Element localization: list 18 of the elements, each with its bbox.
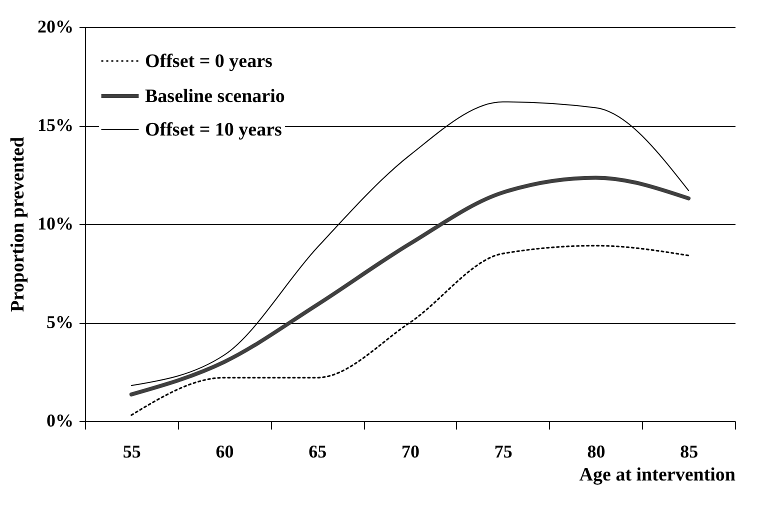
x-tick-label: 85 [680, 442, 698, 462]
legend-label: Offset = 0 years [145, 51, 272, 72]
y-tick-label: 10% [38, 214, 74, 234]
x-tick-label: 75 [494, 442, 512, 462]
x-tick-label: 80 [587, 442, 606, 462]
x-tick-label: 65 [308, 442, 327, 462]
x-axis-title: Age at intervention [579, 464, 736, 486]
y-axis-title: Proportion prevented [8, 136, 28, 312]
y-tick-label: 0% [46, 410, 74, 430]
x-tick-label: 55 [122, 442, 141, 462]
legend-label: Offset = 10 years [145, 120, 282, 140]
y-tick-label: 5% [46, 312, 74, 332]
y-tick-label: 20% [38, 16, 74, 36]
x-tick-label: 70 [402, 442, 420, 462]
line-series [129, 176, 691, 396]
y-tick-label: 15% [38, 115, 74, 135]
x-tick-label: 60 [216, 442, 234, 462]
legend-label: Baseline scenario [145, 86, 285, 107]
